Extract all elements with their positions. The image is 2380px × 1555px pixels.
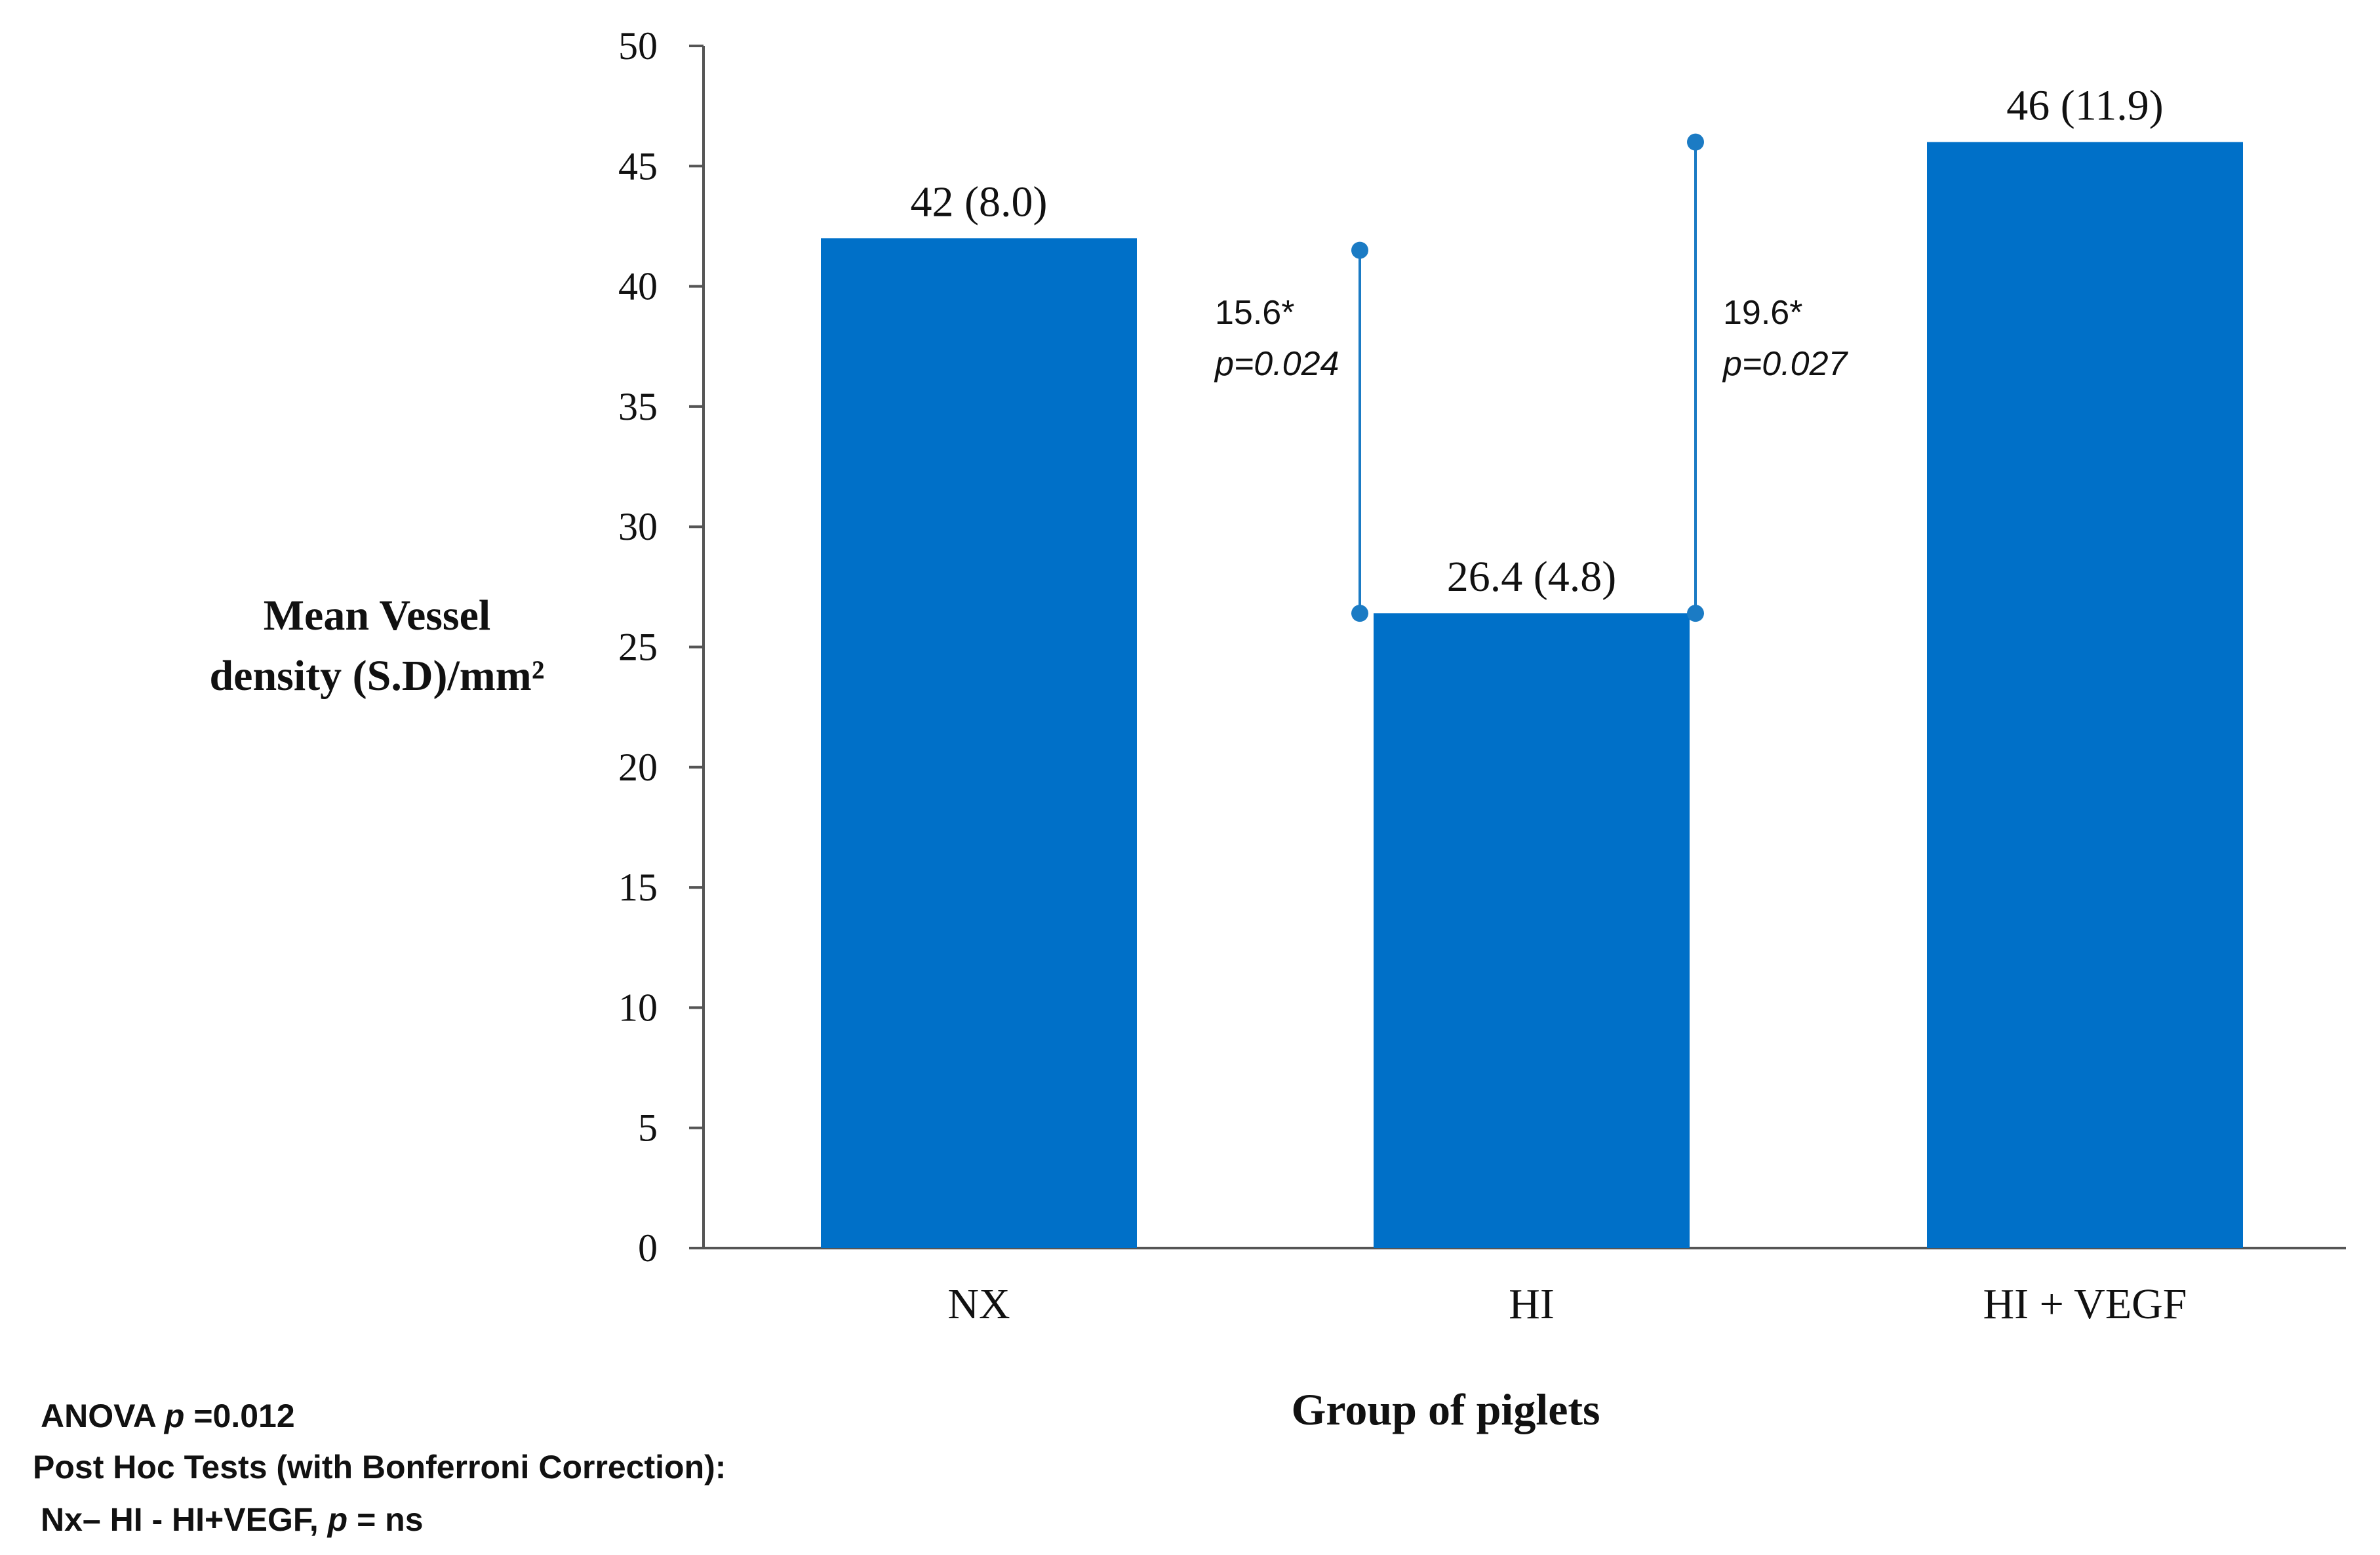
x-axis-label: Group of piglets — [1291, 1384, 1600, 1434]
y-tick-label: 35 — [618, 385, 658, 428]
bar-value-label: 42 (8.0) — [911, 178, 1048, 226]
value-labels: 42 (8.0) 26.4 (4.8) 46 (11.9) — [911, 82, 2164, 601]
bar — [1374, 613, 1690, 1248]
comparison-dot-bottom — [1687, 605, 1704, 622]
y-tick-label: 45 — [618, 144, 658, 188]
comparison-dot-top — [1351, 241, 1368, 259]
y-tick-label: 25 — [618, 626, 658, 669]
bar — [1927, 142, 2243, 1248]
x-tick-label: HI — [1509, 1280, 1555, 1328]
posthoc-title: Post Hoc Tests (with Bonferroni Correcti… — [33, 1449, 726, 1485]
y-axis-ticks: 0 5 10 15 20 25 30 35 40 45 50 — [618, 24, 704, 1270]
y-tick-label: 0 — [638, 1226, 658, 1270]
y-tick-label: 5 — [638, 1106, 658, 1150]
y-tick-label: 15 — [618, 866, 658, 909]
y-tick-label: 30 — [618, 505, 658, 548]
pairwise-result: Nx– HI - HI+VEGF, p = ns — [41, 1501, 424, 1539]
anova-prefix: ANOVA — [41, 1398, 165, 1434]
y-tick-label: 20 — [618, 746, 658, 789]
y-tick-label: 10 — [618, 986, 658, 1029]
pairwise-p-symbol: p — [327, 1501, 348, 1538]
anova-p-symbol: p — [164, 1398, 185, 1434]
y-tick-label: 50 — [618, 24, 658, 68]
x-tick-label: NX — [947, 1280, 1010, 1328]
comparison-difference: 19.6* — [1723, 294, 1802, 332]
comparison-p-value: p=0.027 — [1722, 345, 1848, 383]
y-tick-label: 40 — [618, 265, 658, 308]
y-axis-label-line-2: density (S.D)/mm² — [209, 652, 544, 700]
comparison-dot-top — [1687, 133, 1704, 151]
comparison-dot-bottom — [1351, 605, 1368, 622]
comparison-brackets: 15.6* p=0.024 19.6* p=0.027 — [1214, 133, 1848, 622]
y-axis-label-line-1: Mean Vessel — [264, 592, 491, 639]
pairwise-value: = ns — [347, 1501, 424, 1538]
comparison-p-value: p=0.024 — [1214, 345, 1339, 383]
bar-value-label: 26.4 (4.8) — [1447, 553, 1616, 601]
anova-result: ANOVA p =0.012 — [41, 1397, 295, 1435]
pairwise-prefix: Nx– HI - HI+VEGF, — [41, 1501, 328, 1538]
anova-value: =0.012 — [184, 1398, 295, 1434]
bar — [821, 238, 1137, 1248]
bar-value-label: 46 (11.9) — [2006, 82, 2164, 130]
bars — [821, 142, 2243, 1248]
x-tick-label: HI + VEGF — [1983, 1280, 2187, 1328]
category-labels: NX HI HI + VEGF — [947, 1280, 2187, 1328]
comparison-difference: 15.6* — [1215, 294, 1294, 332]
